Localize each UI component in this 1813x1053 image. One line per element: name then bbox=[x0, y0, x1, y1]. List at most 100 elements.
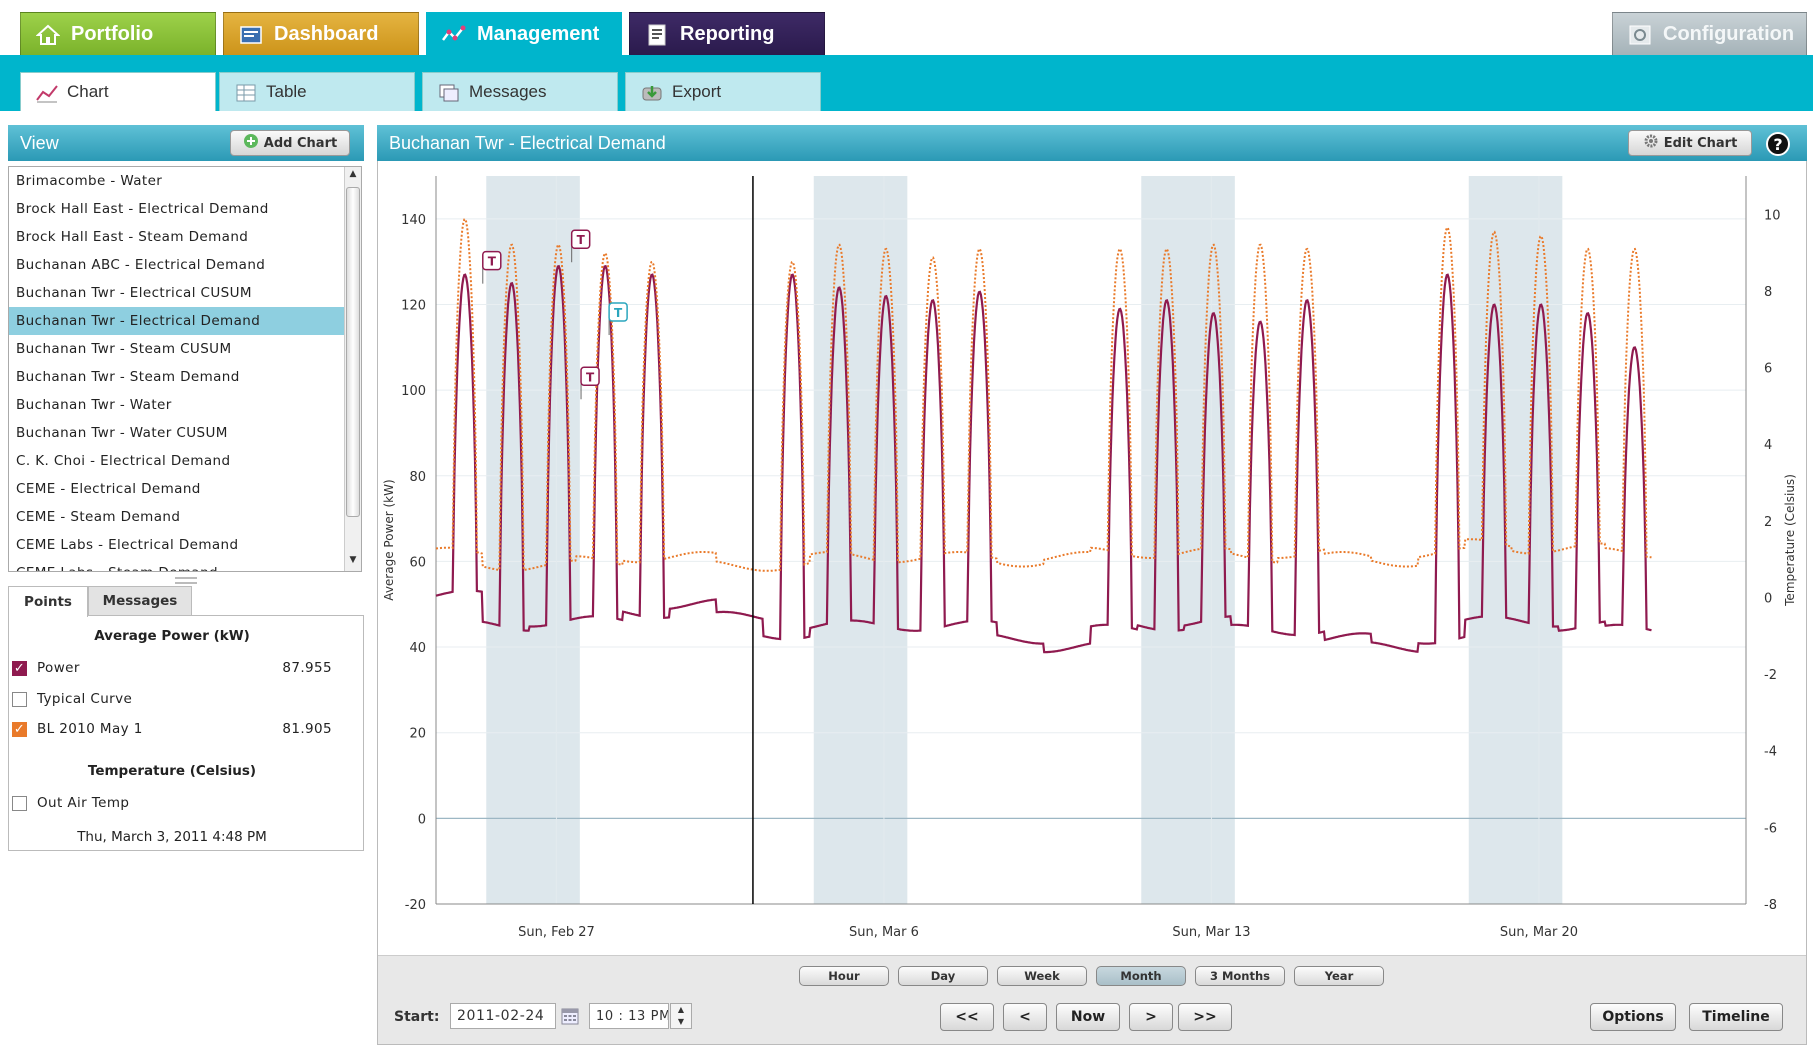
now-button[interactable]: Now bbox=[1056, 1003, 1120, 1031]
point-row-typical-curve[interactable]: Typical Curve bbox=[12, 689, 332, 709]
point-checkbox-out-air-temp[interactable] bbox=[12, 795, 27, 811]
table-icon bbox=[234, 82, 258, 104]
calendar-icon[interactable] bbox=[560, 1006, 582, 1028]
point-checkbox-power[interactable]: ✓ bbox=[12, 660, 27, 676]
help-icon[interactable]: ? bbox=[1766, 132, 1790, 156]
timeline-label: Timeline bbox=[1702, 1009, 1770, 1025]
y2-tick-label: 6 bbox=[1764, 362, 1772, 377]
start-date-input[interactable] bbox=[450, 1003, 556, 1029]
weekend-band bbox=[813, 176, 908, 904]
panel-resize-handle[interactable] bbox=[175, 577, 197, 584]
range-button-hour[interactable]: Hour bbox=[799, 966, 889, 986]
tab-reporting[interactable]: Reporting bbox=[629, 12, 825, 56]
view-list-item[interactable]: CEME Labs - Electrical Demand bbox=[16, 537, 239, 553]
view-list-item[interactable]: Buchanan Twr - Water bbox=[16, 397, 172, 413]
view-list-item[interactable]: CEME - Steam Demand bbox=[16, 509, 181, 525]
subtab-label: Messages bbox=[469, 82, 547, 101]
options-button[interactable]: Options bbox=[1590, 1003, 1676, 1031]
management-icon bbox=[441, 23, 467, 47]
point-checkbox-typical-curve[interactable] bbox=[12, 691, 27, 707]
y-tick-label: -20 bbox=[405, 898, 426, 913]
list-scrollbar[interactable]: ▲ ▼ bbox=[344, 167, 361, 571]
marker-flag bbox=[482, 250, 502, 271]
scroll-up-icon[interactable]: ▲ bbox=[349, 169, 357, 179]
y2-tick-label: -4 bbox=[1764, 745, 1777, 760]
point-row-power[interactable]: ✓ Power 87.955 bbox=[12, 658, 332, 678]
view-list-item[interactable]: CEME Labs - Steam Demand bbox=[9, 559, 361, 571]
view-list-item[interactable]: Buchanan Twr - Electrical CUSUM bbox=[16, 285, 252, 301]
tab-label: Management bbox=[477, 23, 600, 45]
view-list-item[interactable]: Buchanan Twr - Electrical Demand bbox=[9, 307, 361, 335]
tab-configuration[interactable]: Configuration bbox=[1612, 12, 1807, 56]
y-tick-label: 0 bbox=[418, 812, 426, 827]
stepper-up-icon[interactable]: ▲ bbox=[677, 1005, 685, 1014]
marker-flag bbox=[570, 229, 591, 249]
y-tick-label: 20 bbox=[409, 727, 426, 742]
stepper-down-icon[interactable]: ▼ bbox=[677, 1017, 685, 1026]
series-line-power bbox=[435, 264, 1652, 654]
chart-panel-title: Buchanan Twr - Electrical Demand bbox=[389, 132, 666, 153]
view-list-item[interactable]: CEME - Electrical Demand bbox=[16, 481, 201, 497]
x-tick-label: Sun, Mar 6 bbox=[849, 925, 919, 940]
y2-tick-label: 2 bbox=[1764, 515, 1772, 530]
view-list-item[interactable]: Buchanan Twr - Water CUSUM bbox=[16, 425, 228, 441]
scroll-down-icon[interactable]: ▼ bbox=[349, 555, 357, 565]
tab-dashboard[interactable]: Dashboard bbox=[223, 12, 419, 56]
view-list-item[interactable]: Brimacombe - Water bbox=[16, 173, 163, 189]
subtab-messages[interactable]: Messages bbox=[422, 72, 618, 111]
timeline-button[interactable]: Timeline bbox=[1689, 1003, 1783, 1031]
start-time-input[interactable] bbox=[589, 1003, 669, 1029]
view-list-item[interactable]: Buchanan Twr - Steam Demand bbox=[16, 369, 240, 385]
view-list-item[interactable]: Buchanan Twr - Steam CUSUM bbox=[16, 341, 232, 357]
y-tick-label: 100 bbox=[401, 384, 426, 399]
view-list-item[interactable]: Brock Hall East - Electrical Demand bbox=[16, 201, 269, 217]
point-checkbox-baseline[interactable]: ✓ bbox=[12, 721, 27, 737]
edit-chart-button[interactable]: Edit Chart bbox=[1628, 130, 1752, 156]
tab-points[interactable]: Points bbox=[8, 586, 88, 617]
add-chart-button[interactable]: Add Chart bbox=[230, 130, 350, 156]
y-tick-label: 60 bbox=[409, 555, 426, 570]
tab-label: Portfolio bbox=[71, 23, 154, 45]
y-axis-title: Average Power (kW) bbox=[382, 479, 396, 600]
marker-flag bbox=[580, 366, 600, 387]
dashboard-icon bbox=[238, 23, 264, 47]
subtab-chart[interactable]: Chart bbox=[20, 72, 216, 111]
point-value: 87.955 bbox=[282, 660, 332, 676]
scroll-thumb[interactable] bbox=[346, 187, 360, 517]
chart-area[interactable]: -20020406080100120140-8-6-4-20246810Sun,… bbox=[378, 162, 1806, 954]
point-row-out-air-temp[interactable]: Out Air Temp bbox=[12, 793, 332, 813]
chart-panel bbox=[377, 125, 1807, 1045]
point-label: Typical Curve bbox=[37, 691, 133, 707]
chart-icon bbox=[35, 82, 59, 104]
point-value: 81.905 bbox=[282, 721, 332, 737]
y-tick-label: 140 bbox=[401, 213, 426, 228]
first-page-button[interactable]: << bbox=[940, 1003, 994, 1031]
range-button-week[interactable]: Week bbox=[997, 966, 1087, 986]
subtab-label: Table bbox=[266, 82, 307, 101]
view-list-item[interactable]: Brock Hall East - Steam Demand bbox=[16, 229, 249, 245]
subtab-export[interactable]: Export bbox=[625, 72, 821, 111]
tab-management[interactable]: Management bbox=[426, 12, 622, 56]
subtab-label: Export bbox=[672, 82, 722, 101]
x-tick-label: Sun, Mar 13 bbox=[1172, 925, 1250, 940]
marker-label: T bbox=[586, 370, 595, 384]
point-row-baseline[interactable]: ✓ BL 2010 May 1 81.905 bbox=[12, 719, 332, 739]
next-button[interactable]: > bbox=[1129, 1003, 1173, 1031]
view-list-item[interactable]: C. K. Choi - Electrical Demand bbox=[16, 453, 231, 469]
range-button-3-months[interactable]: 3 Months bbox=[1195, 966, 1285, 986]
range-button-year[interactable]: Year bbox=[1294, 966, 1384, 986]
range-button-month[interactable]: Month bbox=[1096, 966, 1186, 986]
previous-button[interactable]: < bbox=[1003, 1003, 1047, 1031]
time-stepper[interactable]: ▲ ▼ bbox=[670, 1003, 692, 1029]
point-label: Power bbox=[37, 660, 80, 676]
point-label: BL 2010 May 1 bbox=[37, 721, 143, 737]
chart-panel-header: Buchanan Twr - Electrical Demand bbox=[377, 125, 1807, 161]
tab-portfolio[interactable]: Portfolio bbox=[20, 12, 216, 56]
y-tick-label: 80 bbox=[409, 470, 426, 485]
last-page-button[interactable]: >> bbox=[1178, 1003, 1232, 1031]
range-button-day[interactable]: Day bbox=[898, 966, 988, 986]
subtab-table[interactable]: Table bbox=[219, 72, 415, 111]
view-list-item[interactable]: Buchanan ABC - Electrical Demand bbox=[16, 257, 266, 273]
tab-point-messages[interactable]: Messages bbox=[88, 586, 192, 616]
tab-points-label: Points bbox=[24, 594, 72, 610]
